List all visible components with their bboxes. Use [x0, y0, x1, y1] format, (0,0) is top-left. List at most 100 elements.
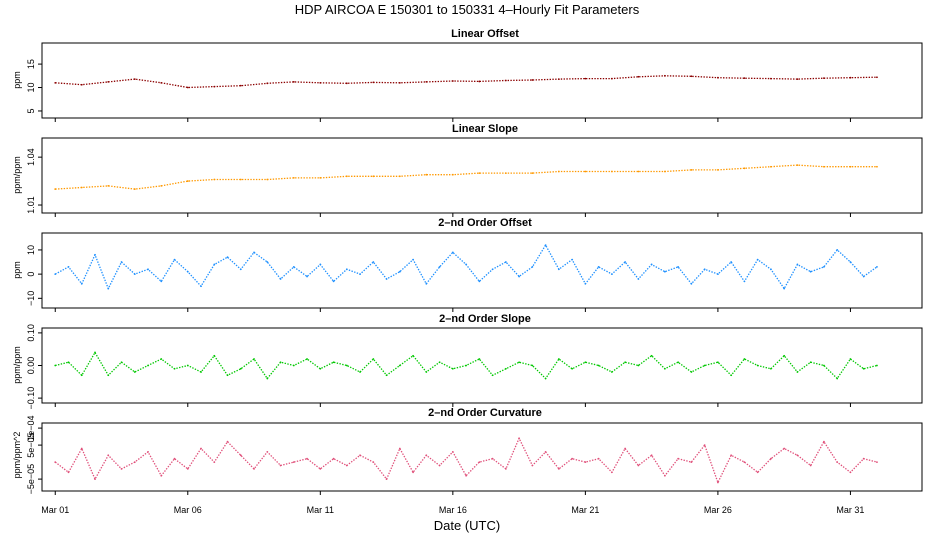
data-point — [663, 74, 666, 77]
panel-linear-slope: Linear Slope ppm/ppm 1.01 1.04 — [12, 123, 923, 217]
data-point — [200, 285, 202, 288]
data-point — [531, 464, 534, 467]
data-point — [292, 364, 295, 367]
y-tick-label: 0 — [26, 272, 36, 277]
data-point — [120, 361, 123, 364]
data-point — [637, 464, 640, 467]
data-point — [478, 461, 481, 463]
data-point — [823, 364, 825, 367]
series-line — [54, 437, 878, 484]
data-point — [279, 361, 282, 364]
data-point — [345, 82, 348, 85]
data-point — [412, 258, 414, 261]
data-point — [385, 278, 388, 280]
data-point — [398, 447, 401, 450]
data-point — [849, 165, 852, 168]
data-point — [809, 270, 812, 273]
data-point — [663, 170, 666, 173]
data-point — [796, 454, 799, 457]
data-point — [584, 282, 587, 285]
data-point — [770, 457, 772, 460]
data-point — [756, 471, 759, 474]
data-point — [809, 464, 812, 467]
y-tick-label: 5 — [26, 108, 36, 113]
data-point — [544, 244, 547, 246]
data-point — [730, 374, 733, 377]
data-point — [770, 367, 772, 370]
data-point — [319, 263, 322, 266]
data-point — [133, 78, 136, 80]
data-point — [584, 170, 587, 173]
data-point — [770, 268, 772, 271]
data-point — [94, 351, 96, 354]
data-point — [213, 354, 216, 357]
data-point — [849, 358, 852, 360]
data-point — [160, 280, 163, 283]
data-point — [557, 358, 560, 360]
data-point — [690, 282, 693, 285]
data-point — [412, 471, 414, 474]
data-point — [292, 461, 295, 463]
data-point — [173, 457, 176, 460]
data-point — [451, 451, 454, 453]
data-point — [597, 457, 600, 460]
data-point — [610, 471, 613, 474]
data-point — [478, 80, 481, 83]
y-axis-label: ppm/ppm — [12, 346, 22, 384]
data-point — [491, 268, 494, 271]
data-point — [253, 251, 255, 254]
data-point — [571, 258, 574, 261]
data-point — [770, 77, 772, 80]
data-point — [54, 364, 57, 367]
data-point — [823, 165, 825, 168]
data-point — [120, 261, 123, 263]
data-point — [610, 170, 613, 173]
data-point — [690, 75, 693, 78]
data-point — [67, 265, 70, 268]
y-tick-label: 1e−04 — [26, 415, 36, 440]
data-point — [783, 287, 786, 290]
y-tick-label: −0.10 — [26, 387, 36, 410]
data-point — [345, 268, 348, 271]
data-point — [160, 474, 163, 477]
data-point — [637, 75, 640, 78]
data-point — [478, 172, 481, 175]
data-point — [876, 364, 878, 367]
data-point — [80, 282, 83, 285]
data-point — [359, 371, 361, 373]
data-point — [743, 77, 746, 80]
data-point — [809, 361, 812, 364]
data-point — [279, 464, 282, 467]
data-point — [54, 188, 57, 190]
data-point — [518, 275, 521, 278]
data-point — [544, 451, 547, 453]
data-point — [504, 468, 507, 470]
data-point — [743, 358, 746, 360]
data-point — [783, 354, 786, 357]
data-point — [94, 478, 96, 480]
data-point — [54, 273, 57, 276]
data-point — [610, 273, 613, 276]
data-point — [557, 468, 560, 470]
data-point — [213, 461, 216, 463]
chart-title: HDP AIRCOA E 150301 to 150331 4–Hourly F… — [295, 2, 640, 17]
data-point — [451, 80, 454, 82]
data-point — [253, 468, 255, 470]
data-point — [610, 77, 613, 80]
data-point — [610, 371, 613, 373]
y-axis-label: ppm/ppm^2 — [12, 432, 22, 479]
data-point — [717, 169, 719, 171]
data-point — [266, 377, 269, 380]
data-point — [120, 468, 123, 470]
data-point — [491, 457, 494, 460]
data-point — [213, 85, 216, 88]
data-point — [531, 364, 534, 367]
data-point — [650, 354, 653, 357]
data-point — [239, 84, 242, 87]
data-point — [849, 261, 852, 263]
data-point — [531, 79, 534, 81]
data-point — [677, 457, 680, 460]
data-point — [412, 354, 414, 357]
data-point — [531, 265, 534, 268]
y-tick-label: 0.00 — [26, 357, 36, 375]
